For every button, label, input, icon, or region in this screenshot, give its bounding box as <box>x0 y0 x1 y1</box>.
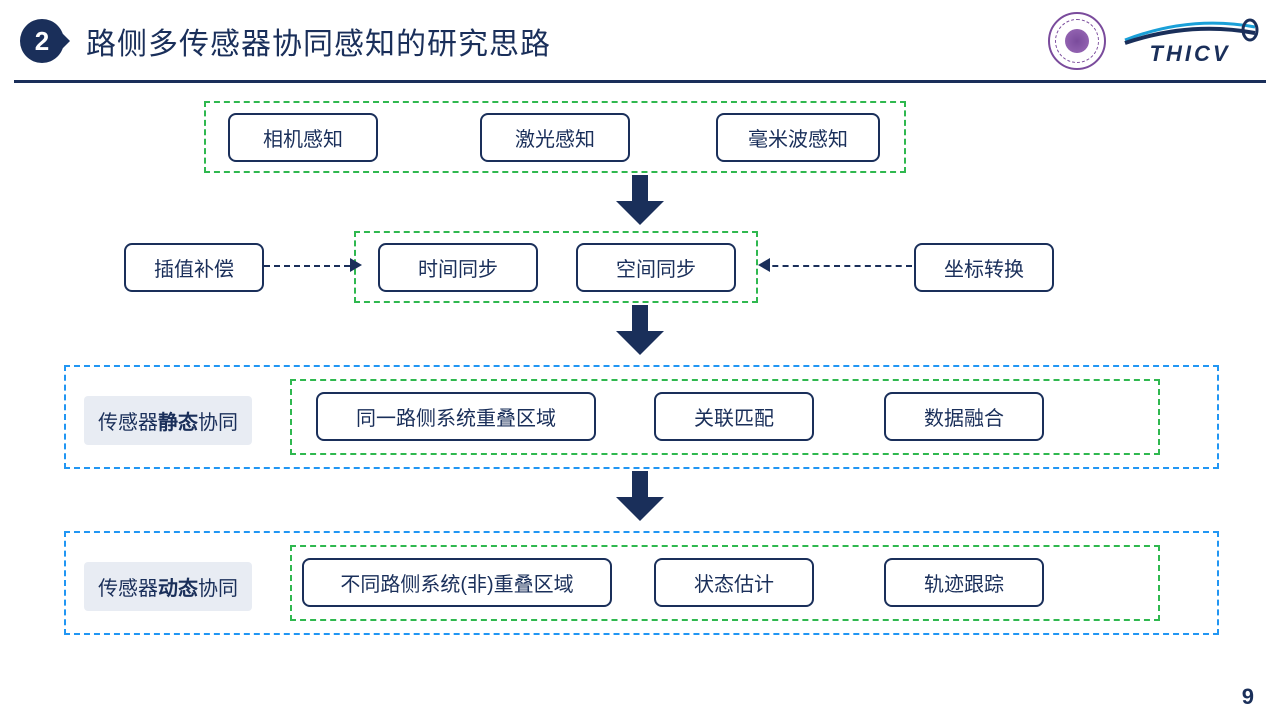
box-match: 关联匹配 <box>654 392 814 441</box>
chapter-number: 2 <box>35 26 49 57</box>
arrow-down-2-icon <box>612 305 668 357</box>
box-track: 轨迹跟踪 <box>884 558 1044 607</box>
flowchart: 相机感知 激光感知 毫米波感知 时间同步 空间同步 插值补偿 坐标转换 传感器静… <box>0 83 1280 683</box>
row3-label: 传感器静态协同 <box>84 396 252 445</box>
box-coord: 坐标转换 <box>914 243 1054 292</box>
dash-connector-right <box>762 265 912 267</box>
box-space-sync: 空间同步 <box>576 243 736 292</box>
box-fusion: 数据融合 <box>884 392 1044 441</box>
box-lidar: 激光感知 <box>480 113 630 162</box>
box-state: 状态估计 <box>654 558 814 607</box>
row4-label: 传感器动态协同 <box>84 562 252 611</box>
badge-arrow-icon <box>60 31 70 51</box>
box-overlap: 同一路侧系统重叠区域 <box>316 392 596 441</box>
dash-connector-left <box>264 265 350 267</box>
box-radar: 毫米波感知 <box>716 113 880 162</box>
logo-group: THICV <box>1048 12 1260 70</box>
page-number: 9 <box>1242 684 1254 710</box>
thicv-logo: THICV <box>1120 15 1260 67</box>
chapter-badge: 2 <box>20 19 64 63</box>
university-seal-icon <box>1048 12 1106 70</box>
arrow-right-icon <box>350 258 362 272</box>
arrow-down-3-icon <box>612 471 668 523</box>
box-interp: 插值补偿 <box>124 243 264 292</box>
car-swoosh-icon <box>1120 15 1260 45</box>
arrow-left-icon <box>758 258 770 272</box>
arrow-down-1-icon <box>612 175 668 227</box>
box-time-sync: 时间同步 <box>378 243 538 292</box>
box-camera: 相机感知 <box>228 113 378 162</box>
box-nonoverlap: 不同路侧系统(非)重叠区域 <box>302 558 612 607</box>
slide-title: 路侧多传感器协同感知的研究思路 <box>86 19 551 63</box>
slide-header: 2 路侧多传感器协同感知的研究思路 THICV <box>0 0 1280 78</box>
